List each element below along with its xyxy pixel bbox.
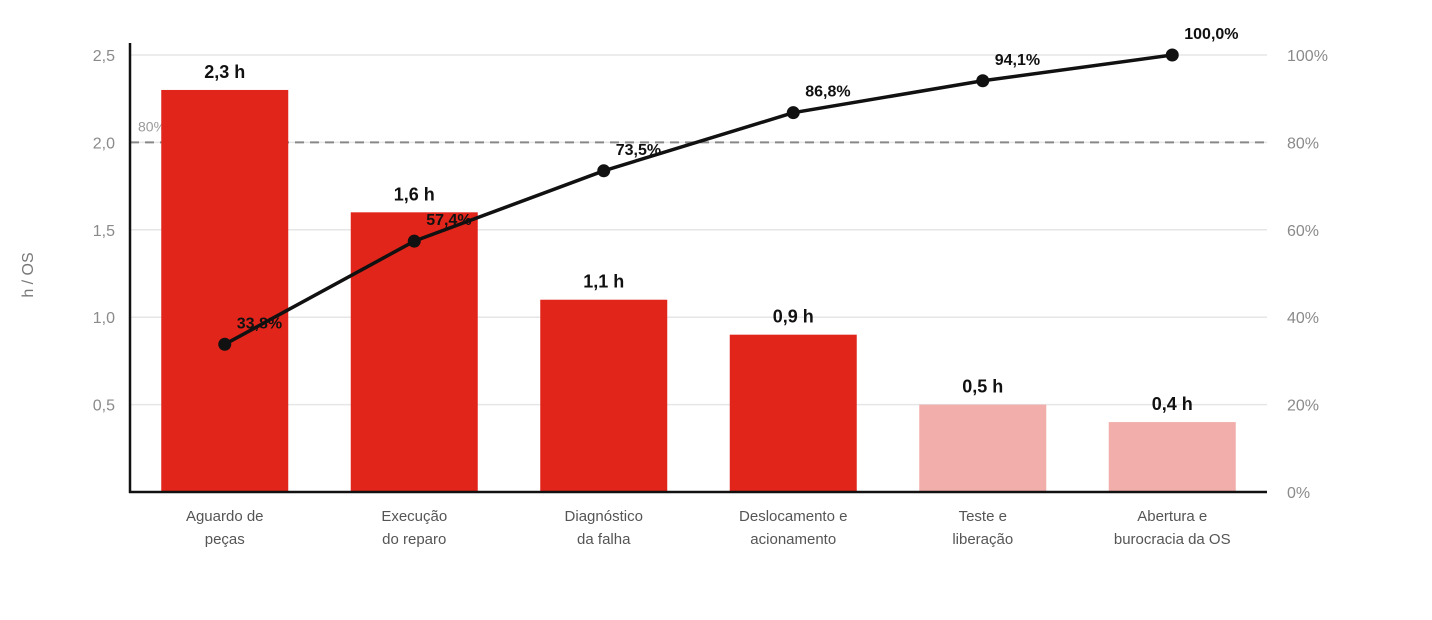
gridlines	[130, 54, 1267, 406]
bar	[919, 404, 1047, 492]
category-label: Aguardo de	[186, 508, 264, 525]
bar	[350, 212, 478, 492]
bar-value-label: 2,3 h	[204, 62, 245, 82]
cumulative-point	[597, 164, 611, 178]
bar-value-label: 0,4 h	[1152, 394, 1193, 414]
cumulative-label: 100,0%	[1184, 26, 1238, 43]
y2-axis-ticks: 0% 20% 40% 60% 80% 100%	[1287, 48, 1328, 502]
category-label: acionamento	[750, 531, 836, 548]
cumulative-label: 73,5%	[616, 142, 661, 159]
y-axis-label: h / OS	[20, 252, 37, 297]
reference-line-label: 80%	[138, 118, 166, 134]
cumulative-label: 86,8%	[805, 84, 850, 101]
category-label: Execução	[381, 508, 447, 525]
bar	[540, 299, 668, 492]
bar	[1108, 422, 1236, 492]
bar-value-label: 1,6 h	[394, 184, 435, 204]
y2-tick-label: 20%	[1287, 398, 1319, 415]
y2-tick-label: 60%	[1287, 223, 1319, 240]
y-tick-label: 1,0	[93, 310, 115, 327]
cumulative-point	[407, 234, 421, 248]
bars	[161, 89, 1236, 493]
cumulative-label: 33,8%	[237, 315, 282, 332]
y2-tick-label: 40%	[1287, 310, 1319, 327]
cumulative-point	[786, 106, 800, 120]
y-tick-label: 1,5	[93, 223, 115, 240]
y-axis-ticks: 0,5 1,0 1,5 2,0 2,5	[93, 48, 115, 415]
category-label: Deslocamento e	[739, 508, 847, 525]
y-tick-label: 2,0	[93, 135, 115, 152]
category-label: Teste e	[959, 508, 1007, 525]
bar-value-label: 0,5 h	[962, 377, 1003, 397]
category-label: do reparo	[382, 531, 446, 548]
axes	[128, 43, 1267, 494]
y2-tick-label: 80%	[1287, 135, 1319, 152]
cumulative-label: 57,4%	[426, 212, 471, 229]
cumulative-point	[976, 74, 990, 88]
cumulative-series: 33,8% 57,4% 73,5% 86,8% 94,1% 100,0%	[218, 26, 1239, 351]
cumulative-point	[1165, 48, 1179, 62]
bar	[729, 334, 857, 492]
category-label: burocracia da OS	[1114, 531, 1231, 548]
category-label: peças	[205, 531, 245, 548]
category-label: liberação	[952, 531, 1013, 548]
value-labels: 2,3 h 1,6 h 1,1 h 0,9 h 0,5 h 0,4 h	[204, 62, 1193, 414]
cumulative-point	[218, 337, 232, 351]
bar-value-label: 1,1 h	[583, 272, 624, 292]
y2-tick-label: 0%	[1287, 485, 1310, 502]
category-label: da falha	[577, 531, 631, 548]
category-labels: Aguardo de peças Execução do reparo Diagnóst…	[186, 508, 1231, 548]
y-tick-label: 2,5	[93, 48, 115, 65]
reference-line-group: 80%	[130, 118, 1267, 144]
y-tick-label: 0,5	[93, 398, 115, 415]
category-label: Abertura e	[1137, 508, 1207, 525]
cumulative-line	[223, 53, 1173, 346]
bar-value-label: 0,9 h	[773, 307, 814, 327]
y2-tick-label: 100%	[1287, 48, 1328, 65]
cumulative-label: 94,1%	[995, 52, 1040, 69]
bar	[161, 89, 289, 493]
category-label: Diagnóstico	[565, 508, 643, 525]
